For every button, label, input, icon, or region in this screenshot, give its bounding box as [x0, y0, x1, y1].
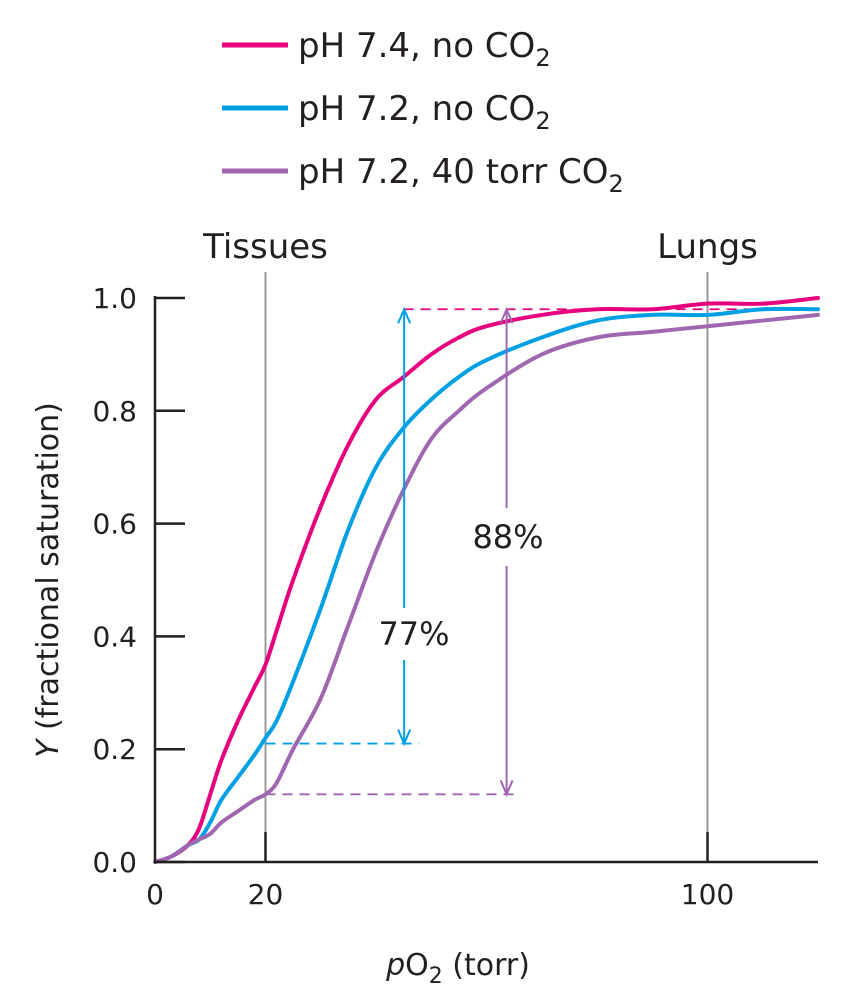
- y-tick-label-2: 0.4: [92, 620, 137, 653]
- x-axis-label-sub: 2: [429, 964, 443, 989]
- region-labels: Tissues Lungs: [202, 227, 758, 267]
- y-tick-label-1: 0.2: [92, 733, 137, 766]
- x-axis-label-italic: p: [385, 948, 405, 983]
- arrow-head-bottom-1: [499, 779, 514, 797]
- x-axis-label-main: O: [405, 948, 429, 983]
- x-tick-label-0: 0: [146, 878, 164, 911]
- legend: pH 7.4, no CO2 pH 7.2, no CO2 pH 7.2, 40 t…: [222, 26, 624, 198]
- annotation-label-1: 88%: [472, 518, 543, 556]
- legend-label-1: pH 7.2, no CO2: [298, 89, 551, 135]
- axes: [153, 296, 818, 864]
- series-line-2: [153, 312, 820, 864]
- y-tick-label-4: 0.8: [92, 395, 137, 428]
- legend-label-0: pH 7.4, no CO2: [298, 26, 551, 72]
- legend-label-2: pH 7.2, 40 torr CO2: [298, 152, 624, 198]
- y-axis-label-rest: (fractional saturation): [31, 402, 66, 739]
- x-tick-label-2: 100: [681, 878, 734, 911]
- annotation-label-0: 77%: [378, 615, 449, 653]
- y-tick-label-0: 0.0: [92, 846, 137, 879]
- saturation-curves: [153, 296, 820, 864]
- y-axis-label: Y (fractional saturation): [31, 402, 66, 758]
- region-label-0: Tissues: [202, 227, 328, 267]
- x-axis-label: pO2 (torr): [385, 948, 530, 989]
- arrow-head-bottom-0: [397, 729, 412, 747]
- difference-annotations: 77% 88%: [378, 306, 544, 797]
- y-tick-label-3: 0.6: [92, 508, 137, 541]
- y-axis-ticks: 0.0 0.2 0.4 0.6 0.8 1.0: [92, 282, 185, 879]
- region-marker-lines: [264, 272, 709, 862]
- series-line-1: [153, 306, 820, 864]
- x-tick-label-1: 20: [248, 878, 284, 911]
- region-label-1: Lungs: [657, 227, 758, 267]
- arrow-head-top-0: [397, 306, 412, 324]
- x-axis-ticks: 0 20 100: [146, 832, 734, 911]
- y-axis-label-italic: Y: [31, 737, 66, 758]
- y-tick-label-5: 1.0: [92, 282, 137, 315]
- x-axis-label-tail: (torr): [443, 948, 530, 983]
- arrow-head-top-1: [499, 306, 514, 324]
- series-line-0: [153, 296, 820, 864]
